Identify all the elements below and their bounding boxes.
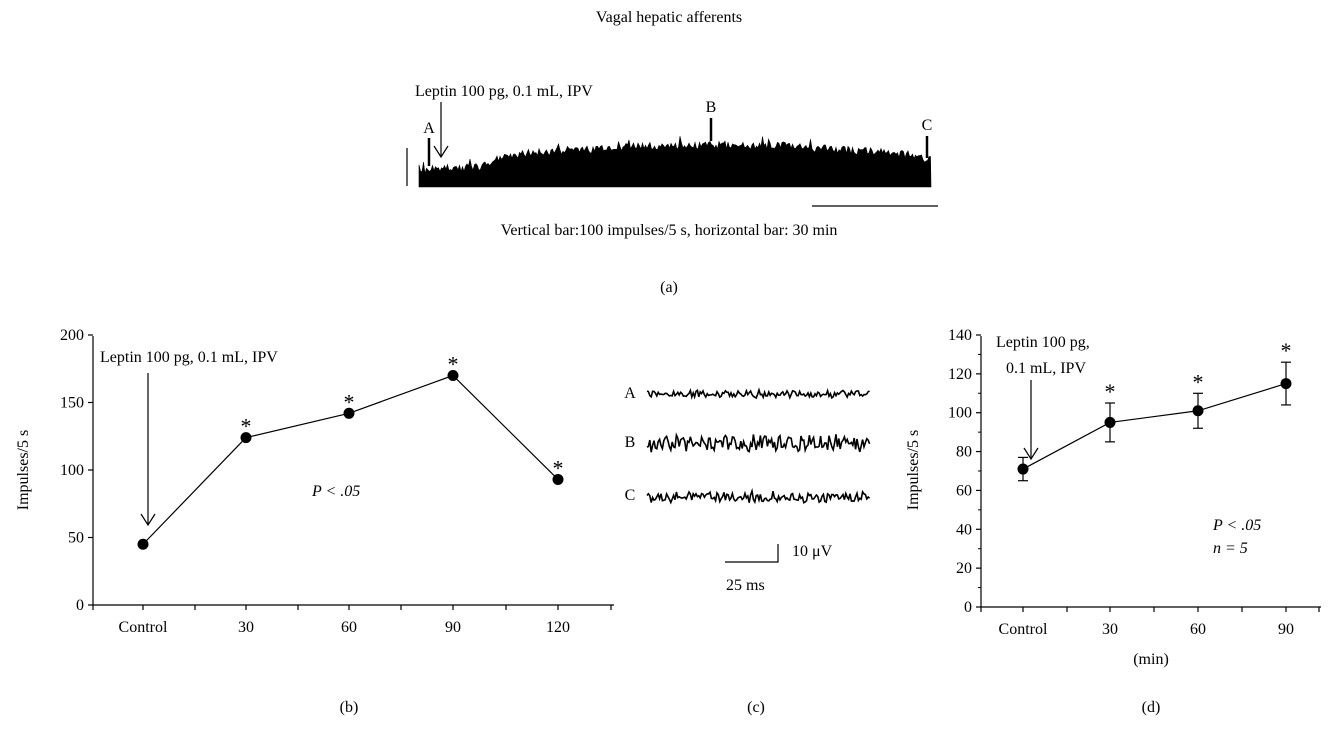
p-value-text: P < .05 <box>1212 517 1261 534</box>
series-line <box>1022 382 1287 470</box>
trace-label-b: B <box>625 434 636 451</box>
injection-arrowhead <box>1023 447 1039 461</box>
injection-arrowhead <box>140 513 156 527</box>
x-tick-label: 30 <box>238 619 254 636</box>
data-point <box>137 538 149 550</box>
leptin-annotation: Leptin 100 pg, 0.1 mL, IPV <box>100 349 278 366</box>
marker-c-label: C <box>922 117 933 134</box>
marker-a-label: A <box>423 120 435 137</box>
y-axis-label: Impulses/5 s <box>905 430 922 510</box>
panel-label-b: (b) <box>340 699 359 716</box>
time-scale-label: 25 ms <box>726 577 765 594</box>
y-tick-label: 100 <box>60 462 84 479</box>
y-tick-label: 100 <box>948 405 972 422</box>
x-tick-label: 30 <box>1102 621 1118 638</box>
significance-star: * <box>344 389 355 414</box>
x-tick-label: Control <box>119 619 168 636</box>
data-point <box>240 432 252 444</box>
panel-c: A B C 10 μV 25 ms (c) <box>624 385 871 716</box>
data-point <box>552 473 564 485</box>
significance-star: * <box>1105 379 1116 404</box>
significance-star: * <box>1281 338 1292 363</box>
x-tick-label: 60 <box>341 619 357 636</box>
significance-star: * <box>1193 369 1204 394</box>
leptin-annotation-line-2: 0.1 mL, IPV <box>1006 360 1086 377</box>
y-tick-label: 60 <box>956 482 972 499</box>
x-tick-label: 120 <box>546 619 570 636</box>
panel-label-c: (c) <box>747 699 765 716</box>
y-tick-label: 20 <box>956 560 972 577</box>
y-tick-label: 200 <box>60 327 84 344</box>
data-point <box>1017 463 1029 475</box>
significance-star: * <box>241 414 252 439</box>
injection-arrowhead <box>433 145 449 159</box>
significance-star: * <box>448 352 459 377</box>
y-axis-label: Impulses/5 s <box>15 430 32 510</box>
y-tick-label: 0 <box>964 599 972 616</box>
trace-c <box>646 487 871 505</box>
x-axis-label: (min) <box>1133 651 1169 668</box>
data-point <box>343 407 355 419</box>
panel-label-a: (a) <box>660 279 678 296</box>
marker-b-label: B <box>706 99 717 116</box>
y-tick-label: 150 <box>60 395 84 412</box>
y-tick-label: 120 <box>948 366 972 383</box>
leptin-annotation: Leptin 100 pg, 0.1 mL, IPV <box>415 83 593 100</box>
data-point <box>1104 416 1116 428</box>
data-point <box>447 370 459 381</box>
x-tick-label: 60 <box>1190 621 1206 638</box>
p-value-text: P < .05 <box>311 483 360 500</box>
rate-histogram <box>418 136 932 188</box>
y-tick-label: 40 <box>956 521 972 538</box>
panel-a: Leptin 100 pg, 0.1 mL, IPV A B C Vertica… <box>406 83 938 296</box>
data-point <box>1192 405 1204 417</box>
figure-title: Vagal hepatic afferents <box>596 9 742 26</box>
data-point <box>1280 378 1292 390</box>
trace-b <box>646 432 871 454</box>
significance-star: * <box>553 455 564 480</box>
panel-b: Impulses/5 s 0 50 100 150 200 Control 30 60 90 1… <box>15 327 614 716</box>
y-tick-label: 140 <box>948 327 972 344</box>
trace-label-a: A <box>624 385 636 402</box>
n-text: n = 5 <box>1213 540 1248 557</box>
voltage-scale-label: 10 μV <box>792 543 833 560</box>
x-tick-label: Control <box>999 621 1048 638</box>
scale-caption: Vertical bar:100 impulses/5 s, horizonta… <box>501 222 838 239</box>
panel-label-d: (d) <box>1142 699 1161 716</box>
y-tick-label: 80 <box>956 444 972 461</box>
y-tick-label: 0 <box>76 597 84 614</box>
trace-a <box>646 387 870 400</box>
x-tick-label: 90 <box>445 619 461 636</box>
trace-label-c: C <box>625 487 636 504</box>
x-tick-label: 90 <box>1278 621 1294 638</box>
y-tick-label: 50 <box>68 530 84 547</box>
scale-bar <box>725 544 779 563</box>
panel-d: Impulses/5 s (min) 0 20 40 60 80 100 120 140 Co… <box>905 327 1321 716</box>
leptin-annotation-line-1: Leptin 100 pg, <box>996 334 1090 351</box>
